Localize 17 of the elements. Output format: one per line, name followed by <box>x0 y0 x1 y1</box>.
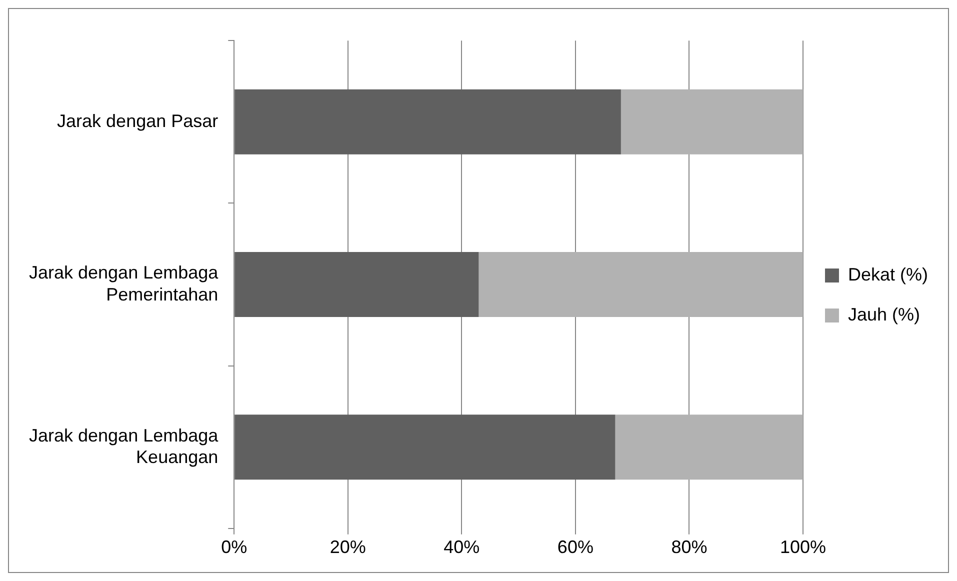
bar <box>234 252 479 318</box>
y-tick-label: Jarak dengan Pasar <box>57 110 218 131</box>
y-tick-label: Jarak dengan Lembaga Keuangan <box>29 425 220 467</box>
x-tick-label: 40% <box>444 537 480 558</box>
x-tick-label: 0% <box>221 537 248 558</box>
bar <box>615 414 803 480</box>
x-tick-label: 20% <box>330 537 366 558</box>
x-tick-label: 60% <box>557 537 594 558</box>
legend-label: Jauh (%) <box>848 304 920 324</box>
legend-label: Dekat (%) <box>848 264 928 284</box>
x-tick-label: 100% <box>780 537 826 558</box>
bar <box>478 252 803 318</box>
bar <box>620 89 803 154</box>
bar <box>234 89 621 154</box>
x-tick-label: 80% <box>671 537 708 558</box>
y-tick-label: Jarak dengan Lembaga Pemerintahan <box>29 262 220 304</box>
bar <box>234 414 616 480</box>
